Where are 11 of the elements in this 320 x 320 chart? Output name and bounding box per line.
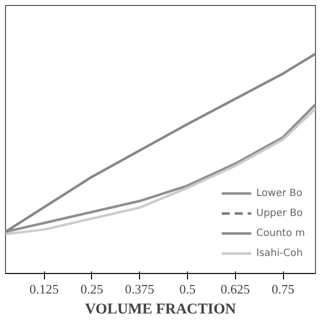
legend-label: Counto m [256, 228, 305, 238]
x-tick-label: 0.625 [220, 282, 250, 296]
x-tick-label: 0.25 [80, 282, 104, 296]
legend-label: Isahi-Coh [256, 248, 303, 258]
legend-label: Lower Bo [256, 188, 302, 198]
x-tick-label: 0.75 [272, 282, 294, 296]
x-tick-label: 0.125 [29, 282, 59, 296]
legend-label: Upper Bo [256, 208, 303, 218]
x-tick-label: 0.5 [179, 282, 196, 296]
x-axis-title: VOLUME FRACTION [85, 302, 236, 318]
x-tick-label: 0.375 [125, 282, 154, 296]
